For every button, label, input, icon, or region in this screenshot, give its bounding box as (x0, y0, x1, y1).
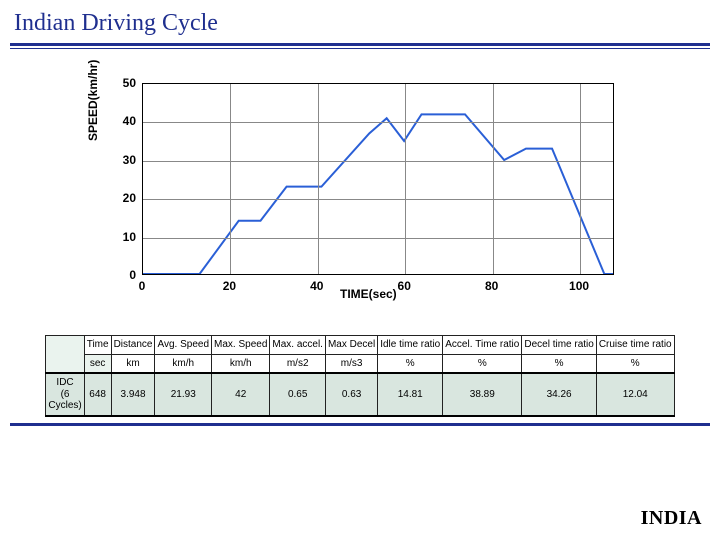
table-values-row: IDC(6 Cycles)6483.94821.93420.650.6314.8… (46, 373, 674, 416)
table-value-cell: 21.93 (155, 373, 212, 416)
x-axis-label: TIME(sec) (340, 287, 397, 301)
cycle-parameters-table: TimeDistanceAvg. SpeedMax. SpeedMax. acc… (45, 335, 674, 417)
table-unit-cell: % (596, 354, 674, 373)
table-unit-cell: km/h (155, 354, 212, 373)
table-units-row: seckmkm/hkm/hm/s2m/s3%%%% (46, 354, 674, 373)
table-column-header: Max. Speed (212, 336, 270, 355)
x-tick: 100 (569, 279, 589, 293)
table-value-cell: 0.63 (325, 373, 377, 416)
table-column-header: Max. accel. (270, 336, 326, 355)
table-value-cell: 3.948 (111, 373, 155, 416)
table-column-header: Accel. Time ratio (443, 336, 522, 355)
table-column-header: Time (84, 336, 111, 355)
table-unit-cell: km/h (212, 354, 270, 373)
table-value-cell: 0.65 (270, 373, 326, 416)
table-unit-cell: m/s2 (270, 354, 326, 373)
footer-rule (10, 423, 710, 426)
table-header-row: TimeDistanceAvg. SpeedMax. SpeedMax. acc… (46, 336, 674, 355)
table-value-cell: 648 (84, 373, 111, 416)
table-value-cell: 14.81 (378, 373, 443, 416)
table-unit-cell: % (522, 354, 596, 373)
table-column-header: Avg. Speed (155, 336, 212, 355)
table-column-header: Idle time ratio (378, 336, 443, 355)
table-column-header: Distance (111, 336, 155, 355)
speed-line (143, 84, 613, 274)
x-tick: 80 (485, 279, 498, 293)
y-tick: 20 (86, 191, 136, 205)
table-column-header (46, 336, 84, 374)
x-tick: 0 (139, 279, 146, 293)
x-tick: 20 (223, 279, 236, 293)
y-tick: 50 (86, 76, 136, 90)
table-column-header: Cruise time ratio (596, 336, 674, 355)
x-tick: 40 (310, 279, 323, 293)
table-value-cell: 12.04 (596, 373, 674, 416)
driving-cycle-chart: SPEED(km/hr) TIME(sec) 01020304050020406… (80, 75, 640, 307)
table-column-header: Decel time ratio (522, 336, 596, 355)
table-unit-cell: sec (84, 354, 111, 373)
table-unit-cell: m/s3 (325, 354, 377, 373)
y-tick: 10 (86, 230, 136, 244)
title-rule-thin (10, 48, 710, 49)
title-rule (10, 43, 710, 46)
y-tick: 0 (86, 268, 136, 282)
page-title: Indian Driving Cycle (0, 0, 720, 43)
plot-area (142, 83, 614, 275)
footer-label: INDIA (641, 507, 702, 530)
table-unit-cell: % (443, 354, 522, 373)
table-row-label: IDC(6 Cycles) (46, 373, 84, 416)
table-unit-cell: km (111, 354, 155, 373)
table-unit-cell: % (378, 354, 443, 373)
table-value-cell: 34.26 (522, 373, 596, 416)
x-tick: 60 (398, 279, 411, 293)
table-value-cell: 38.89 (443, 373, 522, 416)
y-tick: 30 (86, 153, 136, 167)
table-value-cell: 42 (212, 373, 270, 416)
y-axis-label: SPEED(km/hr) (86, 60, 100, 141)
table-column-header: Max Decel (325, 336, 377, 355)
y-tick: 40 (86, 114, 136, 128)
